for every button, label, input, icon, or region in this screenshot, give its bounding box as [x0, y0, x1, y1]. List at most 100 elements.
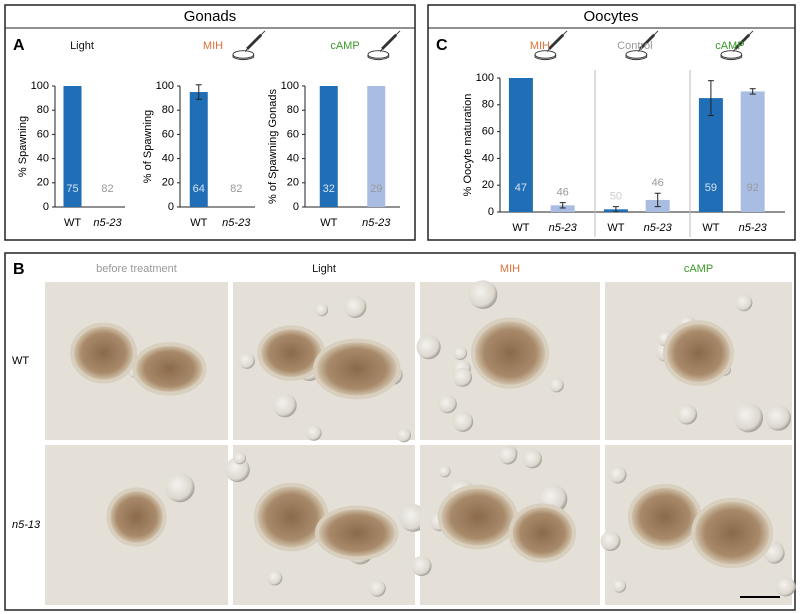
column-header: before treatment — [96, 263, 177, 275]
y-tick-label: 0 — [488, 206, 494, 218]
oocyte — [609, 466, 627, 484]
oocyte — [600, 531, 621, 552]
y-tick-label: 40 — [37, 153, 49, 165]
oocyte — [396, 428, 412, 443]
row-label: WT — [12, 355, 29, 367]
icon — [231, 30, 267, 62]
gonad — [470, 317, 550, 389]
y-tick-label: 20 — [287, 177, 299, 189]
oocyte — [272, 393, 297, 418]
oocyte — [733, 402, 764, 433]
sample-size: 75 — [66, 183, 78, 195]
y-axis-label: % Spawning — [17, 116, 29, 177]
chart-title: MIH — [203, 40, 223, 52]
gonad — [627, 483, 702, 551]
sample-size: 50 — [610, 191, 622, 203]
gonad — [437, 484, 518, 550]
y-tick-label: 20 — [162, 177, 174, 189]
oocyte — [452, 411, 474, 432]
y-tick-label: 100 — [156, 80, 174, 92]
y-tick-label: 80 — [162, 104, 174, 116]
sample-size: 82 — [101, 183, 113, 195]
panel-frame — [4, 4, 416, 241]
bar — [508, 78, 533, 212]
gonad — [691, 497, 774, 569]
x-tick-label: WT — [64, 217, 81, 229]
bar — [550, 205, 575, 212]
gonad — [662, 320, 735, 386]
x-tick-label: n5-23 — [93, 217, 122, 229]
y-tick-label: 40 — [162, 153, 174, 165]
oocyte — [764, 543, 785, 564]
oocyte — [225, 457, 250, 483]
sample-size: 64 — [193, 183, 205, 195]
sample-size: 47 — [515, 182, 527, 194]
y-tick-label: 40 — [287, 153, 299, 165]
gonad — [508, 503, 577, 563]
oocyte — [549, 377, 564, 393]
bar — [319, 86, 338, 207]
group-label: cAMP — [715, 40, 744, 52]
oocyte — [438, 465, 451, 478]
y-tick-label: 100 — [31, 80, 49, 92]
oocyte — [765, 405, 792, 431]
sample-size: 29 — [370, 183, 382, 195]
sample-size: 92 — [747, 182, 759, 194]
oocyte — [522, 449, 542, 469]
x-tick-label: WT — [607, 222, 624, 234]
panel-frame — [4, 252, 796, 611]
bar — [189, 92, 208, 207]
x-tick-label: WT — [702, 222, 719, 234]
y-tick-label: 20 — [482, 179, 494, 191]
panel-label: C — [436, 37, 448, 54]
oocyte — [315, 303, 329, 317]
oocyte — [677, 404, 698, 425]
gonad — [70, 322, 137, 384]
sample-size: 59 — [705, 182, 717, 194]
photo-grid — [45, 280, 796, 605]
icon — [366, 30, 402, 62]
y-tick-label: 80 — [37, 104, 49, 116]
column-header: cAMP — [684, 263, 713, 275]
y-tick-label: 80 — [482, 99, 494, 111]
sample-size: 82 — [230, 183, 242, 195]
oocyte — [368, 580, 386, 597]
y-tick-label: 0 — [43, 201, 49, 213]
oocyte — [468, 280, 498, 309]
oocyte — [612, 579, 627, 593]
y-axis-label: % of Spawning Gonads — [267, 89, 279, 204]
row-label: n5-13 — [12, 519, 41, 531]
x-tick-label: n5-23 — [222, 217, 251, 229]
y-tick-label: 20 — [37, 177, 49, 189]
y-tick-label: 60 — [37, 128, 49, 140]
oocyte — [498, 446, 518, 465]
panel-label: B — [13, 261, 25, 278]
gonad — [314, 505, 399, 561]
column-header: Light — [312, 263, 336, 275]
gonad — [312, 338, 401, 400]
oocyte — [438, 394, 457, 414]
y-axis-label: % of Spawning — [142, 110, 154, 183]
oocyte — [233, 451, 246, 465]
x-tick-label: WT — [320, 217, 337, 229]
x-tick-label: n5-23 — [739, 222, 768, 234]
group-label: MIH — [530, 40, 550, 52]
y-tick-label: 0 — [293, 201, 299, 213]
bar — [63, 86, 82, 207]
sample-size: 46 — [652, 177, 664, 189]
bar — [698, 98, 723, 212]
bar — [740, 91, 765, 212]
panel-header: Oocytes — [583, 8, 638, 25]
y-tick-label: 100 — [281, 80, 299, 92]
x-tick-label: WT — [190, 217, 207, 229]
oocyte — [344, 295, 367, 319]
y-tick-label: 40 — [482, 152, 494, 164]
panel-label: A — [13, 37, 25, 54]
sample-size: 32 — [323, 183, 335, 195]
x-tick-label: n5-23 — [644, 222, 673, 234]
x-tick-label: WT — [512, 222, 529, 234]
x-tick-label: n5-23 — [549, 222, 578, 234]
oocyte — [411, 555, 432, 577]
oocyte — [776, 577, 796, 597]
